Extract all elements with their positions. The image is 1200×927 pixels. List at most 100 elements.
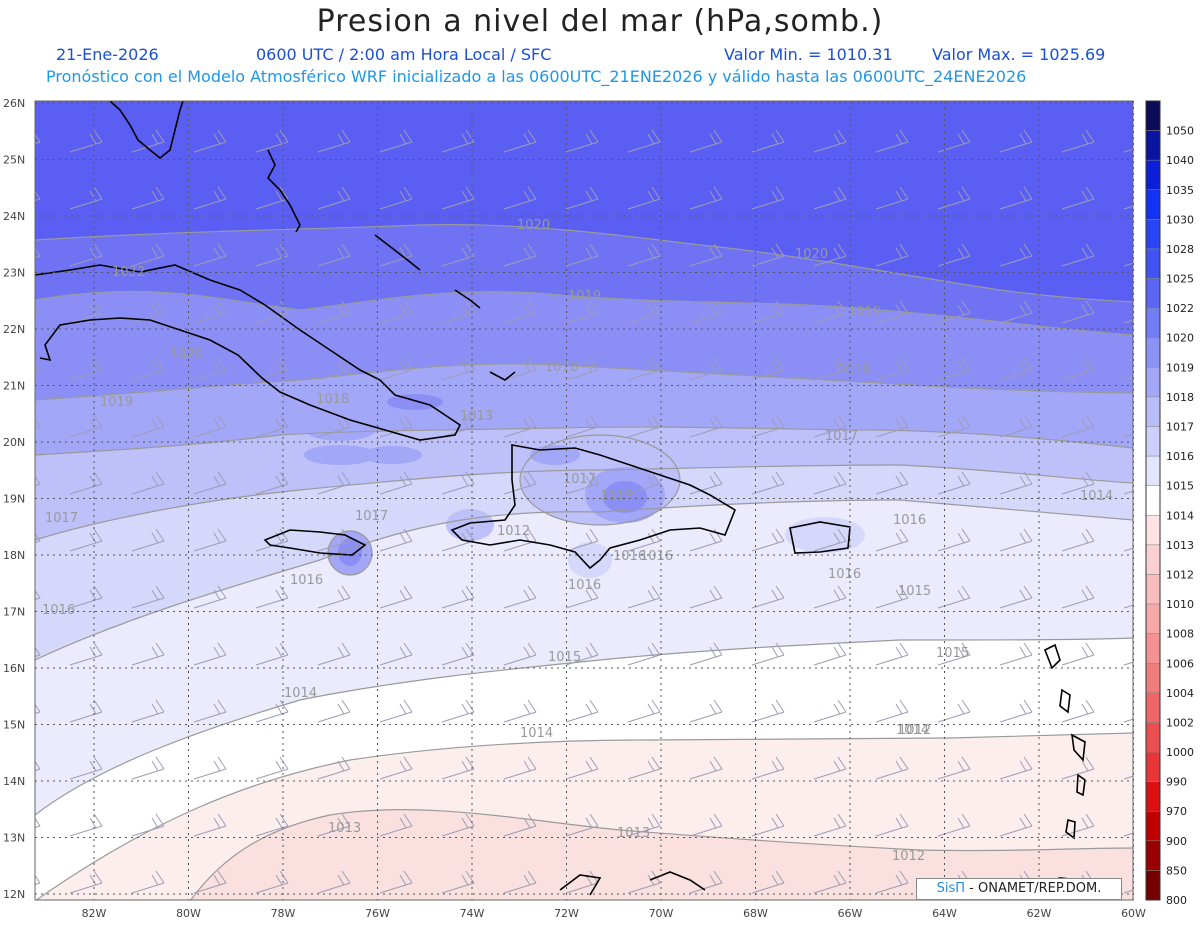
colorbar-swatch <box>1145 248 1161 279</box>
lon-tick-label: 74W <box>460 907 485 920</box>
isobar-label: 1014 <box>520 726 553 741</box>
lon-tick-label: 80W <box>176 907 201 920</box>
time-label: 0600 UTC / 2:00 am Hora Local / SFC <box>256 45 552 64</box>
isobar-label: 1017 <box>563 472 596 487</box>
lat-tick-label: 18N <box>3 549 25 562</box>
colorbar-swatch <box>1145 692 1161 723</box>
colorbar-swatch <box>1145 870 1161 901</box>
isobar-label: 1014 <box>284 686 317 701</box>
colorbar-swatch <box>1145 426 1161 457</box>
map-title: Presion a nivel del mar (hPa,somb.) <box>316 4 884 39</box>
colorbar-label: 1008 <box>1166 628 1194 641</box>
lon-tick-label: 72W <box>554 907 579 920</box>
colorbar-label: 1015 <box>1166 480 1194 493</box>
colorbar-swatch <box>1145 722 1161 753</box>
colorbar: 1050 1040 1035 1030 1028 1025 1022 1020 1019 1018… <box>1145 100 1194 907</box>
isobar-label: 1016 <box>42 603 75 618</box>
colorbar-swatch <box>1145 781 1161 812</box>
colorbar-label: 900 <box>1166 835 1187 848</box>
lat-tick-label: 16N <box>3 662 25 675</box>
isobar-label: 1017 <box>355 509 388 524</box>
colorbar-swatch <box>1145 751 1161 782</box>
lat-tick-label: 13N <box>3 832 25 845</box>
colorbar-frame <box>1145 100 1161 901</box>
lon-tick-label: 68W <box>743 907 768 920</box>
isobar-label: 1014 <box>1080 489 1113 504</box>
colorbar-label: 1040 <box>1166 154 1194 167</box>
lon-tick-label: 60W <box>1121 907 1146 920</box>
colorbar-label: 850 <box>1166 864 1187 877</box>
colorbar-label: 990 <box>1166 776 1187 789</box>
colorbar-label: 1006 <box>1166 657 1194 670</box>
isobar-label: 1018 <box>837 363 870 378</box>
max-value-label: Valor Max. = 1025.69 <box>932 45 1106 64</box>
isobar-label: 1012 <box>898 723 931 738</box>
lat-tick-label: 19N <box>3 493 25 506</box>
isobar-label: 1020 <box>517 218 550 233</box>
colorbar-label: 1010 <box>1166 598 1194 611</box>
lat-tick-label: 21N <box>3 380 25 393</box>
colorbar-label: 1019 <box>1166 361 1194 374</box>
colorbar-swatch <box>1145 485 1161 516</box>
lat-tick-label: 22N <box>3 323 25 336</box>
lat-tick-label: 20N <box>3 436 25 449</box>
colorbar-swatch <box>1145 307 1161 338</box>
colorbar-swatch <box>1145 633 1161 664</box>
min-value-label: Valor Min. = 1010.31 <box>724 45 893 64</box>
isobar-label: 1016 <box>828 567 861 582</box>
lon-tick-label: 78W <box>271 907 296 920</box>
latitude-ticks: 26N 25N 24N 23N 22N 21N 20N 19N 18N 17N 16N 15N 14N 1… <box>3 97 25 901</box>
isobar-label: 1014 <box>896 723 929 738</box>
colorbar-swatch <box>1145 544 1161 575</box>
colorbar-label: 1030 <box>1166 213 1194 226</box>
lon-tick-label: 66W <box>838 907 863 920</box>
colorbar-swatch <box>1145 337 1161 368</box>
contour-labels: 1022 1020 1020 1020 1019 1019 1019 1018 1018 1018… <box>42 218 1113 864</box>
colorbar-swatch <box>1145 515 1161 546</box>
isobar-label: 1013 <box>460 409 493 424</box>
credit-box: SisΠ - ONAMET/REP.DOM. <box>916 878 1122 900</box>
credit-text: - ONAMET/REP.DOM. <box>965 881 1102 896</box>
isobar-label: 1020 <box>170 347 203 362</box>
colorbar-swatch <box>1145 159 1161 191</box>
coastlines <box>35 101 1086 896</box>
colorbar-swatch <box>1145 840 1161 871</box>
isobar-label: 1018 <box>316 392 349 407</box>
isobar-label: 1015 <box>600 489 633 504</box>
wind-barbs <box>35 101 1133 900</box>
colorbar-label: 1017 <box>1166 421 1194 434</box>
colorbar-swatch <box>1145 603 1161 634</box>
colorbar-label: 1022 <box>1166 302 1194 315</box>
lat-tick-label: 17N <box>3 606 25 619</box>
colorbar-swatch <box>1145 455 1161 486</box>
lat-tick-label: 12N <box>3 888 25 901</box>
date-label: 21-Ene-2026 <box>56 45 159 64</box>
colorbar-label: 1050 <box>1166 125 1194 138</box>
colorbar-label: 1012 <box>1166 568 1194 581</box>
colorbar-label: 1014 <box>1166 509 1194 522</box>
longitude-ticks: 82W 80W 78W 76W 74W 72W 70W 68W 66W 64W 62W 60W <box>82 907 1146 920</box>
isobar-label: 1015 <box>936 646 969 661</box>
isobar-label: 1016 <box>640 549 673 564</box>
lat-tick-label: 15N <box>3 719 25 732</box>
isobar-label: 1012 <box>497 524 530 539</box>
colorbar-label: 800 <box>1166 894 1187 907</box>
isobar-label: 1019 <box>848 305 881 320</box>
isobar-label: 1016 <box>893 513 926 528</box>
map-frame <box>34 100 1134 901</box>
isobar-label: 1020 <box>795 247 828 262</box>
colorbar-label: 1035 <box>1166 184 1194 197</box>
colorbar-label: 1013 <box>1166 539 1194 552</box>
colorbar-swatch <box>1145 810 1161 842</box>
lon-tick-label: 64W <box>932 907 957 920</box>
colorbar-label: 1004 <box>1166 687 1194 700</box>
colorbar-swatch <box>1145 219 1161 250</box>
isobar-label: 1022 <box>112 265 145 280</box>
isobar-label: 1017 <box>45 511 78 526</box>
lon-tick-label: 76W <box>365 907 390 920</box>
isobar-label: 1016 <box>568 578 601 593</box>
isobar-label: 1015 <box>548 650 581 665</box>
sispi-logo-text: SisΠ <box>936 881 966 896</box>
colorbar-label: 1025 <box>1166 273 1194 286</box>
